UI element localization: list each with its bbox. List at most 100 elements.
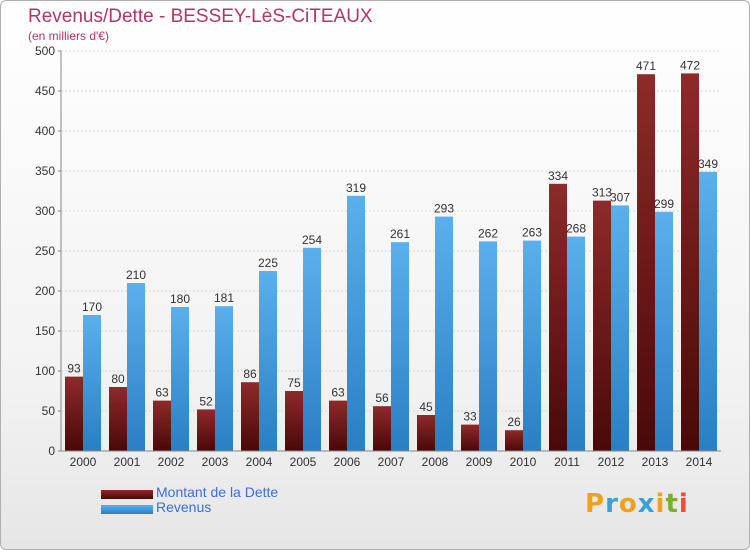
- x-tick-label: 2008: [422, 455, 449, 469]
- bar-revenue-2001: [127, 283, 145, 451]
- x-tick-label: 2003: [202, 455, 229, 469]
- legend-label-revenue: Revenus: [156, 499, 212, 515]
- data-label-debt-2002: 63: [155, 386, 169, 400]
- data-label-debt-2013: 471: [636, 59, 656, 73]
- y-tick-label: 50: [42, 404, 56, 418]
- data-label-debt-2012: 313: [592, 186, 612, 200]
- bar-debt-2011: [549, 183, 567, 452]
- y-tick-label: 100: [35, 364, 55, 378]
- data-label-debt-2007: 56: [375, 391, 389, 405]
- legend-label-debt: Montant de la Dette: [156, 484, 279, 500]
- data-label-debt-2004: 86: [243, 367, 257, 381]
- legend-swatch-debt: [101, 490, 153, 499]
- bar-debt-2001: [109, 387, 127, 451]
- data-label-revenue-2001: 210: [126, 268, 146, 282]
- data-label-revenue-2009: 262: [478, 226, 498, 240]
- bar-debt-2014: [681, 73, 699, 452]
- proxiti-logo: Proxiti: [585, 489, 689, 519]
- data-label-debt-2000: 93: [67, 362, 81, 376]
- logo-letter: P: [585, 489, 606, 519]
- data-label-debt-2005: 75: [287, 376, 301, 390]
- bar-debt-2003: [197, 409, 215, 451]
- data-label-revenue-2011: 268: [566, 222, 586, 236]
- x-tick-label: 2006: [334, 455, 361, 469]
- bar-debt-2006: [329, 400, 347, 451]
- logo-letter: t: [665, 489, 679, 519]
- y-tick-label: 150: [35, 324, 55, 338]
- legend-swatch-revenue: [101, 505, 153, 514]
- bar-revenue-2005: [303, 247, 321, 451]
- logo-letter: i: [655, 489, 666, 519]
- data-label-revenue-2012: 307: [610, 190, 630, 204]
- bar-revenue-2013: [655, 211, 673, 451]
- bar-revenue-2009: [479, 241, 497, 451]
- data-label-revenue-2004: 225: [258, 256, 278, 270]
- x-tick-label: 2009: [466, 455, 493, 469]
- y-tick-label: 300: [35, 204, 55, 218]
- bar-debt-2012: [593, 200, 611, 451]
- x-tick-label: 2007: [378, 455, 405, 469]
- x-tick-label: 2013: [642, 455, 669, 469]
- bar-revenue-2011: [567, 236, 585, 451]
- y-tick-label: 350: [35, 164, 55, 178]
- data-label-revenue-2002: 180: [170, 292, 190, 306]
- bar-debt-2005: [285, 391, 303, 451]
- bar-revenue-2008: [435, 216, 453, 451]
- data-label-debt-2006: 63: [331, 386, 345, 400]
- bar-debt-2010: [505, 430, 523, 451]
- logo-letter: o: [618, 489, 638, 519]
- bar-revenue-2002: [171, 307, 189, 451]
- bar-revenue-2000: [83, 315, 101, 451]
- x-tick-label: 2010: [510, 455, 537, 469]
- data-label-revenue-2008: 293: [434, 202, 454, 216]
- data-label-debt-2010: 26: [507, 415, 521, 429]
- bar-revenue-2014: [699, 171, 717, 452]
- y-tick-label: 400: [35, 124, 55, 138]
- bar-debt-2009: [461, 424, 479, 451]
- data-label-debt-2009: 33: [463, 410, 477, 424]
- logo-letter: i: [678, 489, 689, 519]
- data-label-revenue-2003: 181: [214, 291, 234, 305]
- logo-letter: r: [605, 489, 619, 519]
- y-tick-label: 450: [35, 84, 55, 98]
- data-label-revenue-2007: 261: [390, 227, 410, 241]
- bar-revenue-2010: [523, 240, 541, 451]
- data-label-revenue-2013: 299: [654, 197, 674, 211]
- x-tick-label: 2004: [246, 455, 273, 469]
- x-tick-label: 2002: [158, 455, 185, 469]
- bar-revenue-2006: [347, 195, 365, 451]
- data-label-revenue-2000: 170: [82, 300, 102, 314]
- data-label-debt-2011: 334: [548, 169, 568, 183]
- bar-debt-2002: [153, 400, 171, 451]
- data-label-debt-2001: 80: [111, 372, 125, 386]
- x-tick-label: 2011: [554, 455, 580, 469]
- y-tick-label: 0: [48, 444, 55, 458]
- bar-debt-2004: [241, 382, 259, 451]
- data-label-revenue-2010: 263: [522, 226, 542, 240]
- data-label-revenue-2005: 254: [302, 233, 322, 247]
- chart-title: Revenus/Dette - BESSEY-LèS-CiTEAUX: [28, 6, 373, 27]
- logo-letter: x: [637, 489, 656, 519]
- x-tick-label: 2001: [114, 455, 141, 469]
- x-tick-label: 2014: [686, 455, 713, 469]
- chart-subtitle: (en milliers d'€): [28, 29, 109, 43]
- data-label-revenue-2006: 319: [346, 181, 366, 195]
- bar-revenue-2004: [259, 271, 277, 451]
- y-tick-label: 500: [35, 44, 55, 58]
- bar-debt-2013: [637, 74, 655, 451]
- data-label-debt-2008: 45: [419, 400, 433, 414]
- x-tick-label: 2000: [70, 455, 97, 469]
- y-tick-label: 200: [35, 284, 55, 298]
- bar-debt-2007: [373, 406, 391, 451]
- x-tick-label: 2005: [290, 455, 317, 469]
- data-label-revenue-2014: 349: [698, 157, 718, 171]
- bar-revenue-2007: [391, 242, 409, 451]
- data-label-debt-2003: 52: [199, 394, 213, 408]
- x-tick-label: 2012: [598, 455, 625, 469]
- bar-revenue-2012: [611, 205, 629, 451]
- data-label-debt-2014: 472: [680, 58, 700, 72]
- bar-debt-2000: [65, 376, 83, 451]
- bar-debt-2008: [417, 415, 435, 451]
